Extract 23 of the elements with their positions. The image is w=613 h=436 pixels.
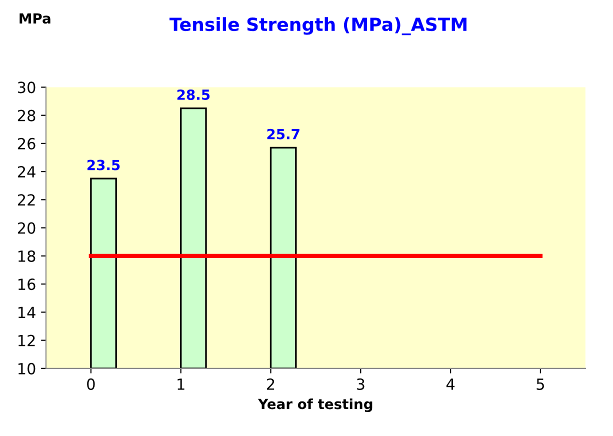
data-label: 23.5 [87,160,120,170]
x-tick-label: 2 [267,378,274,390]
y-tick-label: 30 [18,82,36,94]
data-label: 25.7 [267,128,300,140]
y-axis-title: MPa [20,13,50,24]
y-tick-label: 12 [18,334,35,346]
y-tick-label: 18 [18,250,36,262]
x-tick-label: 1 [178,378,184,390]
data-label: 28.5 [177,89,210,100]
x-tick-label: 3 [356,378,364,390]
x-tick-label: 0 [87,378,95,390]
y-tick-label: 24 [18,166,36,178]
chart-title: Tensile Strength (MPa)_ASTM [169,17,466,36]
y-tick-label: 20 [18,222,36,234]
y-tick-label: 26 [18,138,36,150]
y-tick-label: 22 [18,194,35,206]
y-tick-label: 16 [18,278,36,290]
y-tick-label: 10 [18,362,36,374]
y-tick-label: 14 [18,306,36,318]
x-tick-label: 5 [536,378,544,390]
x-tick-label: 4 [446,378,455,390]
y-tick-label: 28 [18,110,36,122]
x-axis-title: Year of testing [258,398,372,412]
